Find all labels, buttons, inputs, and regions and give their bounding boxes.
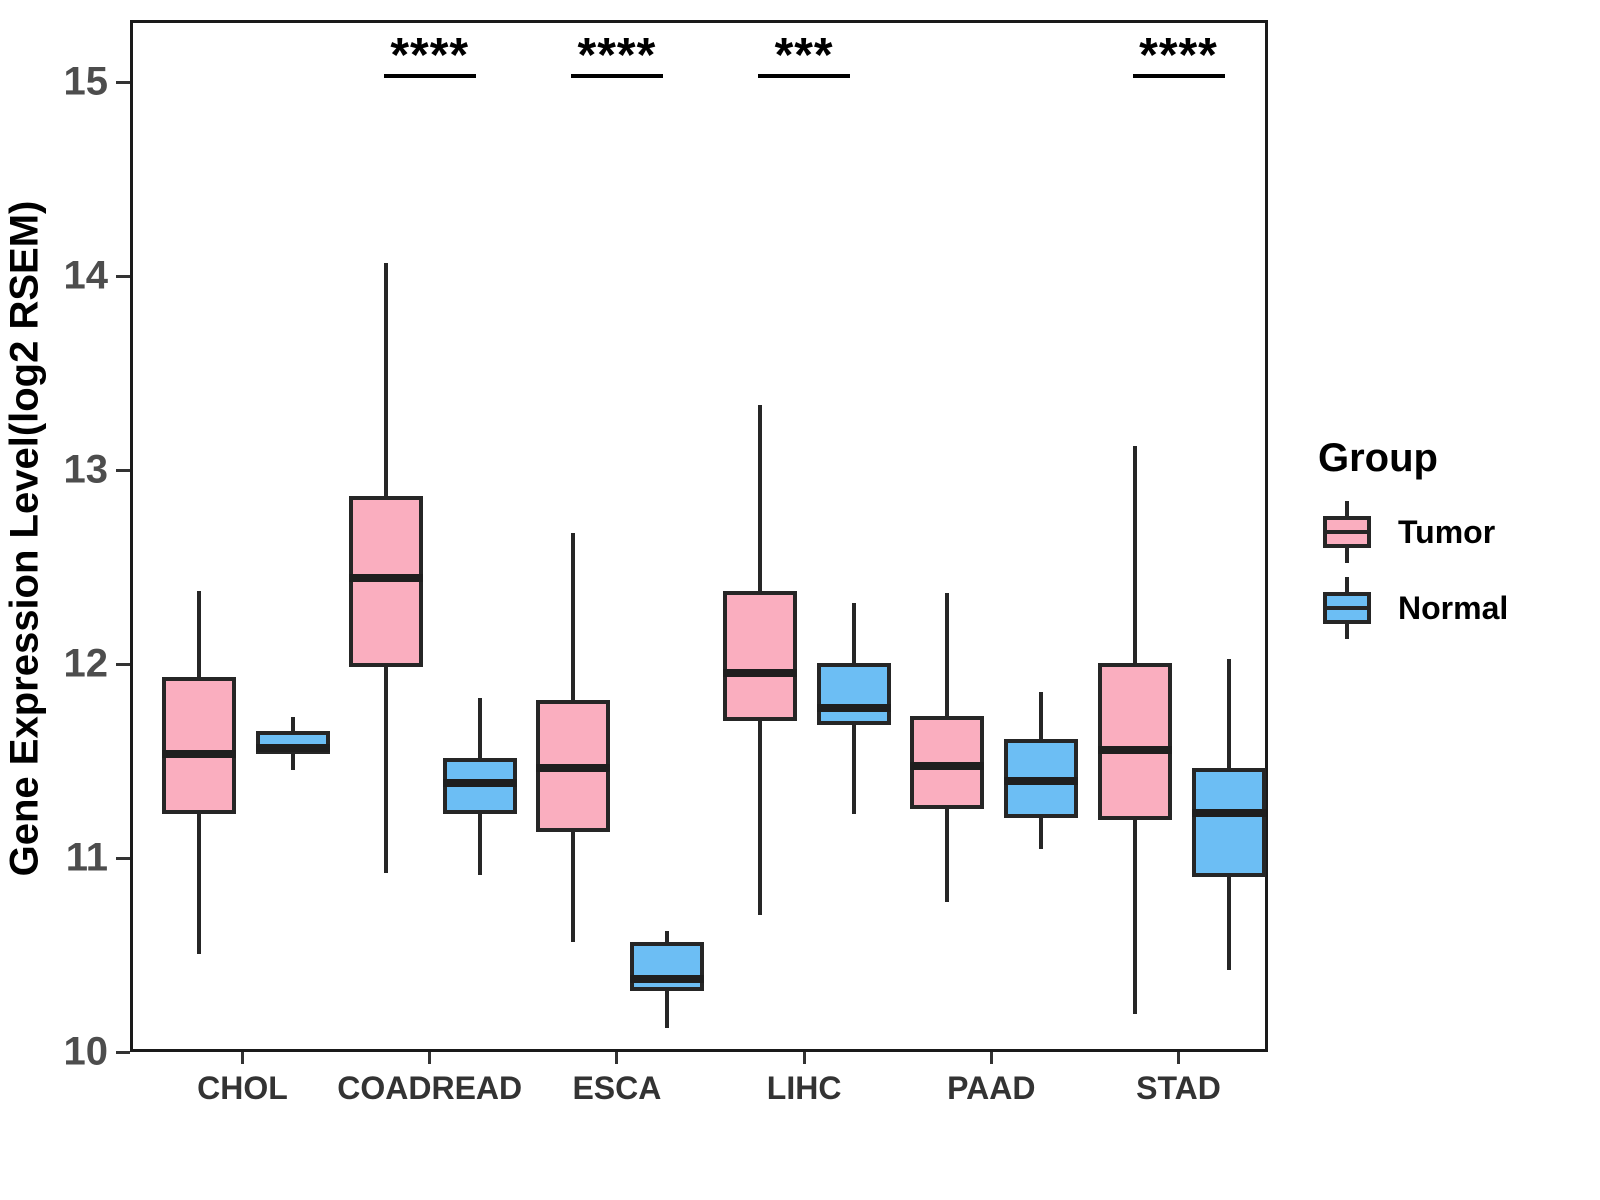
- y-tick-13: [116, 468, 130, 472]
- x-tick-label-CHOL: CHOL: [197, 1070, 288, 1106]
- legend-key-tumor-icon: [1323, 501, 1371, 563]
- y-tick-label-10: 10: [63, 1029, 109, 1074]
- median-normal-PAAD: [1004, 777, 1079, 786]
- significance-bar-ESCA: [570, 74, 663, 78]
- median-tumor-COADREAD: [348, 573, 423, 582]
- median-tumor-STAD: [1097, 746, 1172, 755]
- legend-title: Group: [1318, 436, 1438, 480]
- median-normal-CHOL: [255, 744, 330, 753]
- y-tick-12: [116, 662, 130, 666]
- median-normal-COADREAD: [442, 779, 517, 788]
- significance-bar-STAD: [1132, 74, 1225, 78]
- y-tick-14: [116, 274, 130, 278]
- y-tick-label-15: 15: [63, 59, 109, 104]
- x-tick-LIHC: [802, 1052, 806, 1064]
- x-tick-PAAD: [989, 1052, 993, 1064]
- significance-stars-COADREAD: ****: [390, 29, 470, 82]
- median-tumor-LIHC: [723, 668, 798, 677]
- x-tick-COADREAD: [428, 1052, 432, 1064]
- median-tumor-ESCA: [535, 763, 610, 772]
- box-tumor-LIHC: [723, 591, 798, 722]
- significance-LIHC: ***: [758, 29, 851, 82]
- legend-items: Tumor Normal: [1318, 499, 1508, 641]
- median-normal-LIHC: [817, 703, 892, 712]
- y-tick-label-13: 13: [63, 447, 109, 492]
- x-tick-label-STAD: STAD: [1136, 1070, 1221, 1106]
- y-tick-15: [116, 80, 130, 84]
- x-tick-STAD: [1177, 1052, 1180, 1064]
- y-tick-label-14: 14: [63, 253, 109, 298]
- legend: Group Tumor Normal: [1318, 436, 1508, 651]
- legend-label-tumor: Tumor: [1398, 513, 1496, 550]
- significance-stars-ESCA: ****: [577, 29, 657, 82]
- box-normal-LIHC: [817, 663, 892, 726]
- x-tick-label-ESCA: ESCA: [572, 1070, 662, 1106]
- median-normal-STAD: [1191, 808, 1266, 817]
- legend-item-tumor: Tumor: [1318, 499, 1508, 565]
- y-tick-10: [116, 1050, 130, 1054]
- y-tick-label-12: 12: [63, 641, 109, 686]
- legend-label-normal: Normal: [1398, 589, 1509, 626]
- y-tick-label-11: 11: [65, 835, 108, 880]
- box-tumor-CHOL: [161, 676, 236, 815]
- median-tumor-PAAD: [910, 761, 985, 770]
- box-normal-ESCA: [629, 942, 704, 991]
- legend-item-normal: Normal: [1318, 575, 1508, 641]
- box-normal-STAD: [1191, 767, 1266, 877]
- x-tick-label-LIHC: LIHC: [766, 1070, 842, 1106]
- significance-stars-STAD: ****: [1139, 29, 1218, 82]
- plot-area: [133, 23, 1266, 1049]
- y-tick-11: [116, 856, 130, 860]
- significance-bar-LIHC: [758, 74, 851, 78]
- plot-panel: [130, 20, 1268, 1052]
- x-tick-label-PAAD: PAAD: [947, 1070, 1036, 1106]
- x-tick-CHOL: [241, 1052, 244, 1064]
- legend-key-normal-icon: [1323, 577, 1371, 639]
- significance-COADREAD: ****: [383, 29, 476, 82]
- significance-bar-COADREAD: [383, 74, 476, 78]
- median-tumor-CHOL: [161, 750, 236, 759]
- significance-ESCA: ****: [570, 29, 663, 82]
- significance-stars-LIHC: ***: [774, 29, 834, 82]
- y-axis-title: Gene Expression Level(log2 RSEM): [2, 200, 47, 877]
- box-tumor-STAD: [1097, 663, 1172, 821]
- median-normal-ESCA: [629, 975, 704, 984]
- x-tick-ESCA: [615, 1052, 619, 1064]
- significance-STAD: ****: [1132, 29, 1225, 82]
- x-tick-label-COADREAD: COADREAD: [337, 1070, 523, 1106]
